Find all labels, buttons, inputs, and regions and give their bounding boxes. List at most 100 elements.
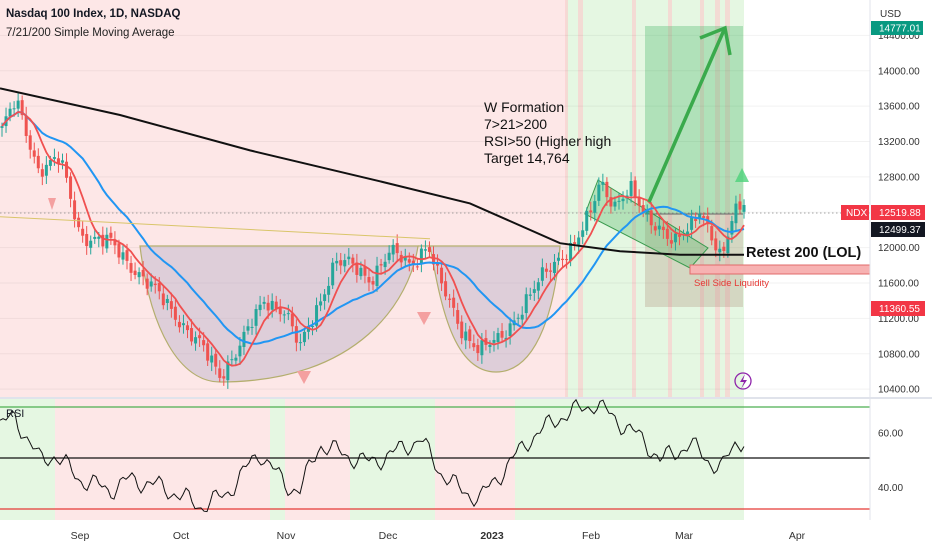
candle [298,333,302,351]
candle [419,244,423,273]
down-signal-triangle [48,198,56,210]
candle [561,249,565,269]
candle [89,235,93,255]
candle [186,321,189,339]
target-zone [645,26,743,214]
annotation-line: 7>21>200 [484,116,548,132]
candle [270,293,274,318]
candle [395,234,399,262]
candle [540,258,544,287]
candle [32,142,36,164]
candle [234,354,238,367]
candle [286,304,290,321]
candle [141,261,145,286]
time-axis[interactable]: Sep Oct Nov Dec 2023 Feb Mar Apr [71,530,806,542]
time-tick-label: Oct [173,530,189,542]
lightning-icon[interactable] [734,372,752,390]
time-tick-label: Feb [582,530,600,542]
candle [311,320,315,336]
candle [423,240,427,260]
sell-side-liquidity-zone [689,264,871,275]
candle [577,231,581,254]
candle [28,130,32,159]
candle [36,148,40,174]
candle [597,177,601,207]
candle [391,239,395,263]
candle [367,268,371,292]
candle [544,262,548,279]
candle [371,276,375,291]
candle [589,201,593,221]
candle [302,327,306,346]
candle [133,262,137,280]
candle [129,255,133,281]
candle [565,254,569,269]
candle [56,151,60,173]
candle [294,319,298,352]
price-tick-label: 10400.00 [878,385,920,396]
candle [24,106,28,143]
chart-title: Nasdaq 100 Index, 1D, NASDAQ [6,8,181,20]
candle [734,195,738,232]
candle [210,346,214,372]
candle [73,191,77,228]
last-price-tag-text: 12519.88 [879,208,921,219]
target-price-tag [871,21,923,35]
candle [290,306,294,332]
session-background-layer [0,0,744,398]
candle [532,280,536,301]
candle [218,360,222,382]
price-tick-label: 14400.00 [878,31,920,42]
candle [214,349,218,375]
candle [117,239,121,265]
candle [677,226,681,246]
candle [601,173,605,192]
candle [40,163,44,186]
symbol-tag [841,205,869,220]
candle [226,355,230,389]
candle [315,297,319,332]
candle [524,287,528,321]
candle [60,153,64,170]
symbol-tag-text: NDX [846,208,867,219]
sell-side-liquidity-label: Sell Side Liquidity [694,278,769,289]
candle [645,204,649,222]
candle [177,315,181,333]
rsi-axis[interactable]: 40.00 60.00 [878,429,903,494]
candle [262,296,266,310]
candle [190,319,194,346]
candle [222,369,226,386]
candle [557,252,560,265]
candle [738,193,742,215]
lightning-bolt-icon [740,374,747,389]
price-tick-label: 12800.00 [878,172,920,183]
moving-averages-layer [0,87,745,367]
candle [77,211,81,232]
candle [387,245,391,264]
rsi-line [0,398,745,513]
annotation-block: W Formation 7>21>200 RSI>50 (Higher high… [484,99,611,167]
candle [242,325,246,355]
candle [661,221,665,239]
annotation-line: W Formation [484,99,565,115]
candle [726,227,730,258]
candle [520,306,524,329]
candle [254,304,258,335]
candle [464,322,468,350]
candle [347,248,351,265]
stop-price-tag-text: 11360.55 [879,304,920,315]
candle [101,226,105,255]
candle [121,243,125,265]
candle [637,189,641,213]
candle [694,212,698,228]
target-price-tag-text: 14777.01 [879,24,921,35]
candle [145,273,149,296]
candle [194,331,198,351]
candle [258,295,262,317]
candle [516,313,520,325]
candle [181,314,185,334]
candle [669,232,673,249]
candle [206,338,210,367]
candle [472,334,476,352]
candle [427,241,431,258]
